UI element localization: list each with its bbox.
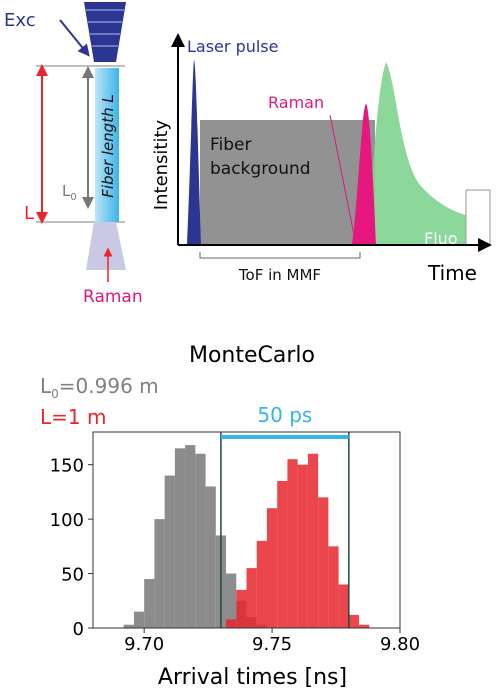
annotation-main: L	[40, 374, 52, 398]
fiber	[95, 68, 119, 222]
bar	[236, 589, 247, 628]
bar	[133, 611, 145, 628]
exc-label: Exc	[4, 10, 36, 31]
bar	[174, 448, 186, 628]
exc-arrow	[59, 19, 90, 57]
bar	[297, 464, 308, 628]
laser-peak	[187, 60, 201, 245]
l0-main: L	[62, 182, 71, 200]
x-tick-label: 9.75	[252, 634, 292, 655]
bar	[266, 508, 278, 628]
bar	[338, 584, 349, 628]
y-tick-label: 100	[50, 510, 84, 531]
bar	[348, 614, 360, 628]
l0-sub: 0	[70, 192, 76, 203]
fluo-label: Fluo	[424, 229, 458, 248]
bar	[328, 546, 339, 628]
chart-title: MonteCarlo	[189, 343, 315, 368]
bar	[256, 540, 267, 628]
laser-label: Laser pulse	[187, 37, 278, 56]
annotation-sub: 0	[51, 387, 59, 401]
y-tick-label: 50	[61, 565, 84, 586]
x-axis-label: Time	[427, 261, 477, 285]
span-label: 50 ps	[257, 403, 312, 427]
y-axis-label: Intensitity	[151, 119, 172, 210]
fiber-background	[200, 120, 375, 245]
tof-label: ToF in MMF	[238, 266, 321, 284]
x-tick-label: 9.70	[124, 634, 164, 655]
bar	[226, 619, 237, 628]
bar	[195, 453, 206, 628]
background-line: background	[210, 159, 311, 179]
bar	[287, 459, 298, 628]
time-trace: Laser pulse Raman Fiber background Fluo I…	[151, 33, 492, 285]
tof-bracket	[199, 252, 361, 259]
raman-cone	[86, 222, 126, 270]
raman-peak-label: Raman	[268, 93, 324, 112]
bar	[359, 624, 370, 628]
raman-label: Raman	[83, 287, 143, 307]
fiber-length-label: Fiber length L	[99, 94, 117, 197]
schematic: Exc Fiber length L L L0 Raman	[4, 2, 143, 307]
annotation: L=1 m	[40, 405, 106, 429]
bar	[144, 579, 155, 628]
bar	[246, 568, 257, 628]
x-axis-label: Arrival times [ns]	[158, 665, 347, 689]
x-tick-label: 9.80	[380, 634, 420, 655]
cone-lines	[86, 9, 124, 47]
histogram: MonteCarlo L0=0.996 m L=1 m Arrival time…	[40, 343, 420, 689]
y-tick-label: 150	[50, 456, 84, 477]
bar	[185, 445, 196, 628]
bar	[154, 519, 165, 628]
background-line: Fiber	[210, 135, 252, 155]
plot-frame	[92, 431, 401, 629]
y-tick-label: 0	[73, 619, 84, 640]
bar	[307, 453, 319, 628]
inset-box	[465, 189, 491, 246]
bar	[318, 497, 329, 628]
bar	[123, 624, 134, 628]
l-label: L	[24, 203, 34, 224]
bar	[205, 486, 216, 628]
bar	[226, 573, 237, 628]
bar	[277, 481, 288, 628]
l0-label: L0	[62, 182, 77, 203]
annotation-rest: =0.996 m	[59, 374, 159, 398]
annotation: L0=0.996 m	[40, 374, 159, 401]
bar	[164, 475, 175, 628]
raman-pointer	[329, 114, 356, 241]
fluo-peak	[366, 62, 466, 245]
background-label: Fiber background	[210, 135, 311, 179]
raman-peak	[352, 104, 376, 245]
